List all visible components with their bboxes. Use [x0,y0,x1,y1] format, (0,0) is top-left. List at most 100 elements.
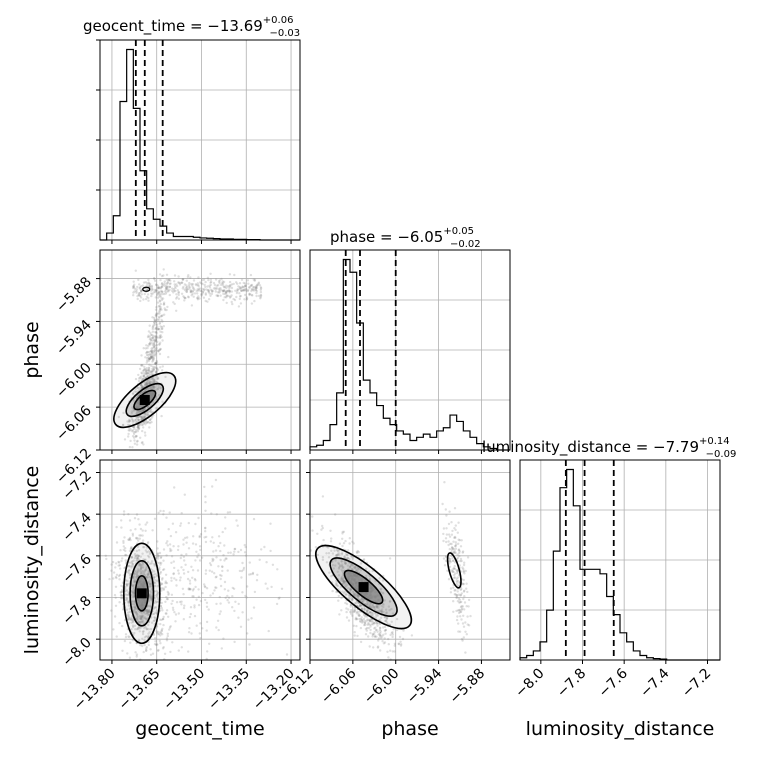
scatter-point [182,606,186,610]
scatter-point [390,620,393,623]
x-tick-label: −8.0 [512,666,547,701]
scatter-point [221,565,224,568]
scatter-point [153,318,156,322]
scatter-point [233,298,237,302]
scatter-point [147,368,150,372]
scatter-point [460,539,463,542]
scatter-point [143,408,147,411]
scatter-point [188,579,192,582]
scatter-point [207,288,210,292]
scatter-point [146,573,150,577]
scatter-point [462,582,465,586]
scatter-point [228,296,232,299]
scatter-point [153,277,156,280]
scatter-point [196,292,199,295]
scatter-point [136,617,139,620]
scatter-point [221,290,225,293]
scatter-point [149,338,153,341]
scatter-point [138,558,141,561]
scatter-point [155,327,158,330]
scatter-point [469,614,472,618]
scatter-point [159,387,162,390]
scatter-point [130,589,133,593]
scatter-point [203,485,206,489]
scatter-point [147,623,150,627]
scatter-point [144,376,147,379]
scatter-point [445,540,448,544]
scatter-point [191,282,194,286]
scatter-point [145,567,148,570]
scatter-point [214,549,218,552]
scatter-point [447,540,450,543]
scatter-point [157,591,160,595]
scatter-point [153,562,156,566]
scatter-point [152,291,155,294]
scatter-point [140,289,143,293]
scatter-point [182,593,185,596]
scatter-point [162,646,165,649]
scatter-point [366,602,370,606]
scatter-point [122,539,125,543]
scatter-point [147,582,150,585]
scatter-point [149,627,153,631]
scatter-point [216,619,220,622]
scatter-point [118,573,122,577]
scatter-point [144,568,147,572]
scatter-point [342,566,345,569]
scatter-point [143,558,146,562]
scatter-point [164,612,167,615]
scatter-point [156,561,160,565]
scatter-point [134,418,138,421]
scatter-point [141,637,144,640]
scatter-point [311,515,314,518]
scatter-point [158,343,161,346]
histogram-geocent_time [100,48,300,241]
scatter-point [382,603,385,606]
scatter-point [134,612,138,615]
scatter-point [345,607,348,610]
scatter-point [162,559,165,562]
scatter-point [158,334,162,338]
scatter-point [255,286,258,290]
scatter-point [161,292,164,296]
scatter-point [342,542,346,545]
scatter-point [149,331,152,335]
scatter-point [154,348,157,352]
scatter-point [138,639,141,643]
scatter-point [118,564,122,567]
density-peak [136,588,147,599]
scatter-point [153,517,157,520]
scatter-point [378,626,382,629]
scatter-point [226,511,230,514]
scatter-point [129,618,133,621]
scatter-point [373,630,376,634]
scatter-point [352,542,355,545]
scatter-point [157,285,160,289]
scatter-point [148,284,152,287]
scatter-point [130,566,133,569]
scatter-point [164,585,167,589]
scatter-point [130,417,134,421]
scatter-point [356,634,359,638]
scatter-point [222,289,225,292]
scatter-point [146,369,149,372]
scatter-point [363,620,367,623]
scatter-point [130,547,133,550]
scatter-point [160,315,163,318]
scatter-point [143,421,146,424]
scatter-point [243,282,247,285]
scatter-point [345,602,349,606]
scatter-point [150,395,153,398]
scatter-point [188,281,191,285]
scatter-point [154,319,157,323]
scatter-point [141,416,144,419]
scatter-point [465,587,468,590]
scatter-point [127,614,130,617]
scatter-point [177,281,180,284]
scatter-point [144,368,148,372]
scatter-point [150,380,153,383]
scatter-point [265,561,268,564]
scatter-point [151,391,155,394]
scatter-point [175,283,178,286]
scatter-point [155,375,158,378]
